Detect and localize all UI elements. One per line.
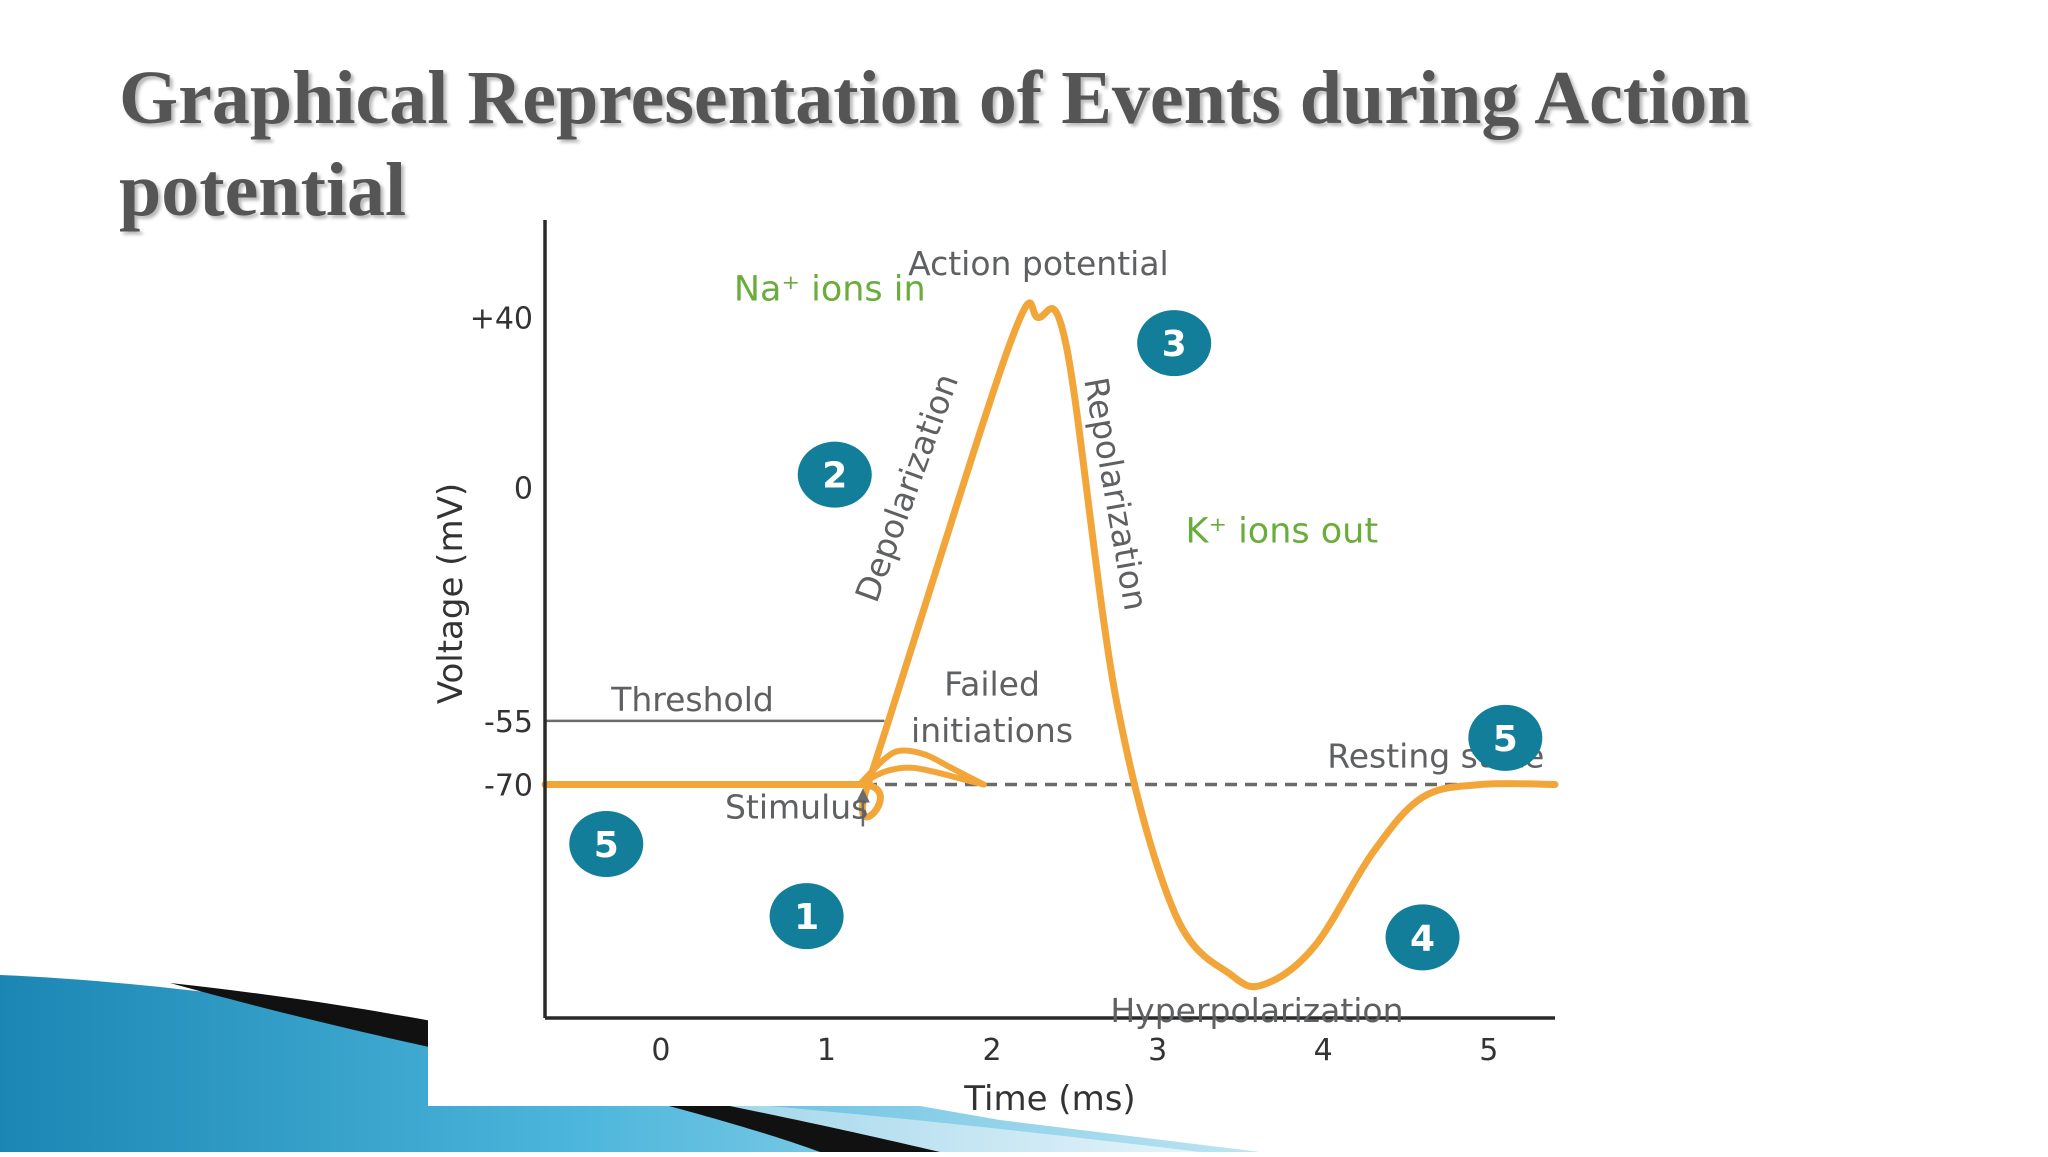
annotation-label: Na⁺ ions in xyxy=(734,270,926,310)
step-badge-circle xyxy=(1385,904,1460,971)
step-badge-number: 2 xyxy=(822,456,847,497)
step-badge-circle xyxy=(1137,310,1212,377)
step-badge-circle xyxy=(769,883,844,950)
slide-title: Graphical Representation of Events durin… xyxy=(119,56,1750,232)
threshold-label: Threshold xyxy=(610,680,774,719)
annotation-label: Action potential xyxy=(908,244,1169,283)
stimulus-arrow-head xyxy=(855,788,870,803)
y-tick-label: -70 xyxy=(484,769,533,804)
x-tick-label: 1 xyxy=(817,1033,836,1068)
failed-initiation-curve-1 xyxy=(856,747,987,788)
chart-panel xyxy=(428,218,1608,1106)
x-axis-title: Time (ms) xyxy=(963,1079,1135,1119)
x-tick-label: 3 xyxy=(1148,1033,1167,1068)
step-badge-circle xyxy=(1468,704,1543,771)
step-badge-number: 5 xyxy=(1493,719,1518,760)
light-swoosh-shape xyxy=(700,1100,1200,1152)
failed-initiation-curve-2 xyxy=(856,764,987,788)
y-axis-title: Voltage (mV) xyxy=(431,483,471,704)
x-tick-label: 0 xyxy=(651,1033,670,1068)
step-badge-number: 5 xyxy=(594,825,619,866)
annotation-label: Failed xyxy=(944,664,1040,703)
step-badge-number: 4 xyxy=(1410,918,1435,959)
x-tick-label: 4 xyxy=(1314,1033,1333,1068)
annotation-label: initiations xyxy=(911,711,1073,750)
y-tick-label: +40 xyxy=(470,302,533,337)
step-badge-number: 3 xyxy=(1162,324,1187,365)
step-badge-number: 1 xyxy=(794,897,819,938)
annotation-label: Hyperpolarization xyxy=(1110,991,1403,1030)
y-tick-label: 0 xyxy=(514,471,533,506)
y-tick-label: -55 xyxy=(484,705,533,740)
x-tick-label: 5 xyxy=(1479,1033,1498,1068)
step-badge-circle xyxy=(569,810,644,877)
x-tick-label: 2 xyxy=(983,1033,1002,1068)
annotation-label: K⁺ ions out xyxy=(1186,512,1379,552)
annotation-label: Stimulus xyxy=(725,788,868,827)
step-badge-circle xyxy=(797,441,872,508)
